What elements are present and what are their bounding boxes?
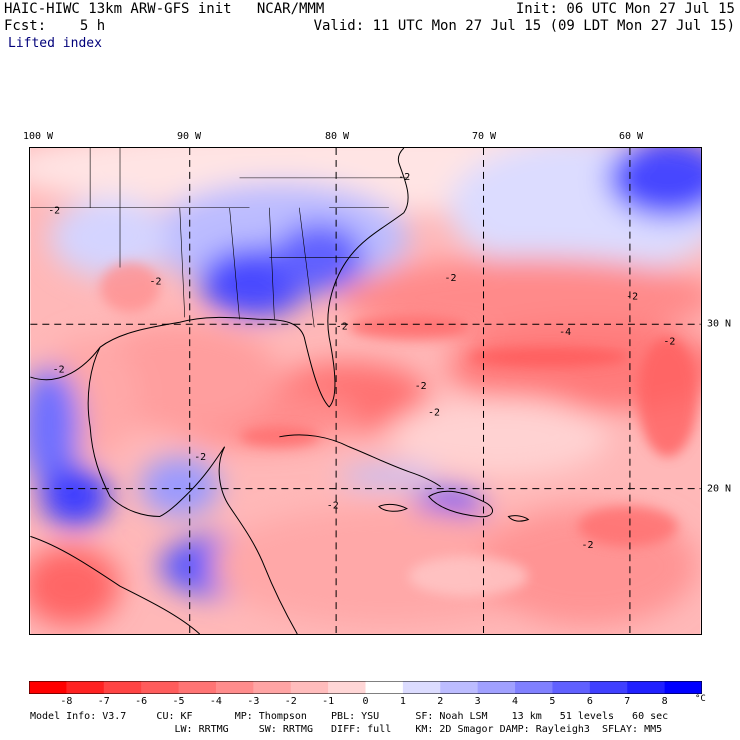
field-region-mexico-west-pos xyxy=(30,367,81,487)
colorbar-tick-label: 7 xyxy=(624,696,631,707)
colorbar-tick-label: 6 xyxy=(586,696,593,707)
jamaica-outline xyxy=(378,503,408,512)
field-detail-light-1 xyxy=(408,556,529,597)
colorbar-cell xyxy=(477,681,516,694)
colorbar-tick-label: 0 xyxy=(362,696,369,707)
field-region-bahamas-light xyxy=(388,396,609,477)
field-region-ne-strong-pos xyxy=(608,148,701,218)
field-region-mexico-sw-pos xyxy=(40,466,111,527)
field-detail-band-2 xyxy=(468,347,628,368)
puerto-rico-outline xyxy=(507,515,530,522)
colorbar-unit: °C xyxy=(695,694,706,704)
colorbar-tick-label: 8 xyxy=(661,696,668,707)
colorbar-cell xyxy=(178,681,217,694)
colorbar-cell xyxy=(402,681,441,694)
model-info-line-1: Model Info: V3.7 CU: KF MP: Thompson PBL… xyxy=(30,711,669,722)
colorbar-cell xyxy=(141,681,180,694)
init-time: Init: 06 UTC Mon 27 Jul 15 xyxy=(515,1,735,17)
colorbar-tick-label: -4 xyxy=(209,696,222,707)
coastlines xyxy=(30,148,530,634)
colorbar-cell xyxy=(328,681,366,694)
contour-label: -2 xyxy=(398,172,410,183)
lon-label-70w: 70 W xyxy=(471,131,497,142)
contour-label: -2 xyxy=(327,501,339,512)
colorbar-cell xyxy=(664,681,702,694)
us-plains-lines xyxy=(30,148,121,209)
colorbar-cell xyxy=(215,681,254,694)
field-region-atlantic-band-east xyxy=(448,322,701,412)
state-borders xyxy=(30,148,409,328)
colorbar-tick-label: 1 xyxy=(399,696,406,707)
contour-label: -2 xyxy=(428,407,440,418)
colorbar-cell xyxy=(589,681,628,694)
contour-label: -2 xyxy=(663,336,675,347)
colorbar-cell xyxy=(627,681,666,694)
lat-label-30n: 30 N xyxy=(707,318,732,330)
colorbar-tick-label: -1 xyxy=(322,696,335,707)
colorbar-cell xyxy=(29,681,67,694)
valid-time: Valid: 11 UTC Mon 27 Jul 15 (09 LDT Mon … xyxy=(313,18,735,34)
colorbar-tick-label: -3 xyxy=(247,696,260,707)
colorbar-tick-label: -8 xyxy=(60,696,73,707)
field-region-pacific-warm xyxy=(30,546,120,627)
colorbar-cell xyxy=(515,681,553,694)
field-detail-band-1 xyxy=(349,315,469,340)
contour-label: -2 xyxy=(194,452,206,463)
colorbar-cells xyxy=(29,681,702,694)
contour-label: -2 xyxy=(626,291,638,302)
model-info-line-2: LW: RRTMG SW: RRTMG DIFF: full KM: 2D Sm… xyxy=(30,724,663,735)
colorbar-tick-label: 5 xyxy=(549,696,556,707)
central-america-east-coast xyxy=(218,446,298,634)
lon-label-100w: 100 W xyxy=(22,131,54,142)
colorbar xyxy=(29,681,702,694)
contour-label: -4 xyxy=(559,327,571,338)
lifted-index-map: -2 -2 -2 -2 -2 -2 -2 -2 -2 -2 -2 -4 -2 -2 xyxy=(29,147,702,635)
colorbar-cell xyxy=(290,681,329,694)
colorbar-tick-label: -6 xyxy=(135,696,148,707)
field-region-plains-pos xyxy=(50,197,170,278)
colorbar-tick-label: 3 xyxy=(474,696,481,707)
field-detail-texas xyxy=(100,262,160,313)
colorbar-cell xyxy=(253,681,292,694)
us-coastline xyxy=(30,148,409,408)
colorbar-cell xyxy=(66,681,105,694)
mexico-gulf-coastline xyxy=(87,346,225,517)
lon-label-80w: 80 W xyxy=(324,131,350,142)
colorbar-tick-label: -5 xyxy=(172,696,185,707)
field-detail-layer xyxy=(100,262,698,597)
colorbar-cell xyxy=(552,681,591,694)
field-region-cuba-pos xyxy=(339,466,439,487)
lon-label-60w: 60 W xyxy=(618,131,644,142)
field-region-caribbean xyxy=(209,506,569,627)
cuba-outline xyxy=(279,434,441,488)
colorbar-cell xyxy=(365,681,404,694)
colorbar-tick-label: 2 xyxy=(437,696,444,707)
lat-label-20n: 20 N xyxy=(707,483,732,495)
contour-labels: -2 -2 -2 -2 -2 -2 -2 -2 -2 -2 -2 -4 -2 -2 xyxy=(48,172,675,551)
contour-label: -2 xyxy=(53,364,65,375)
contour-label: -2 xyxy=(149,276,161,287)
colorbar-tick-label: -2 xyxy=(284,696,297,707)
field-detail-band-5 xyxy=(578,506,678,547)
latlon-grid xyxy=(30,148,701,634)
model-title: HAIC-HIWC 13km ARW-GFS init NCAR/MMM xyxy=(4,1,325,17)
field-detail-band-3 xyxy=(637,337,698,457)
contour-label: -2 xyxy=(336,321,348,332)
colorbar-tick-label: 4 xyxy=(512,696,519,707)
colorbar-cell xyxy=(440,681,479,694)
field-region-yucatan-pos xyxy=(139,456,220,517)
contour-label: -2 xyxy=(415,381,427,392)
contour-label: -2 xyxy=(444,273,456,284)
hispaniola-outline xyxy=(428,490,493,518)
contour-label: -2 xyxy=(582,540,594,551)
forecast-hour: Fcst: 5 h xyxy=(4,18,106,34)
field-name: Lifted index xyxy=(8,36,102,51)
lon-label-90w: 90 W xyxy=(176,131,202,142)
contour-label: -2 xyxy=(48,205,60,216)
colorbar-tick-label: -7 xyxy=(97,696,110,707)
pacific-coastline xyxy=(30,535,201,634)
colorbar-cell xyxy=(103,681,142,694)
